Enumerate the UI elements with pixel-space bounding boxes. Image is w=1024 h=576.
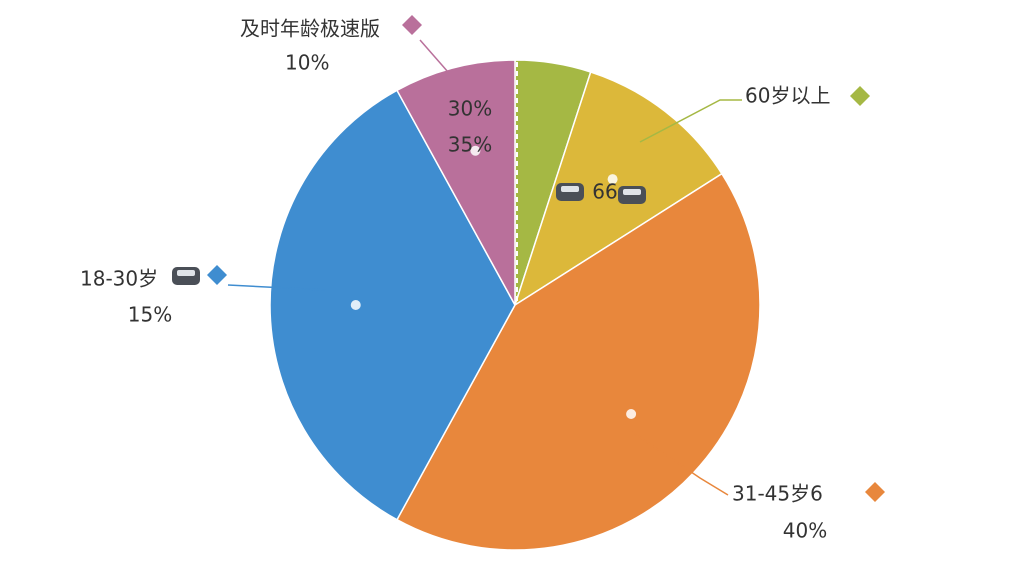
- category-label: 及时年龄极速版: [240, 17, 380, 41]
- category-label: 18-30岁: [80, 267, 158, 291]
- legend-diamond: [865, 482, 885, 502]
- leader-line: [419, 39, 456, 81]
- legend-diamond: [402, 15, 422, 35]
- annotation: 66: [592, 180, 617, 204]
- leader-line: [631, 431, 729, 496]
- slice-dot: [350, 300, 361, 310]
- slice-dot: [470, 145, 481, 156]
- legend-diamond: [207, 265, 227, 285]
- annotation: 10%: [285, 51, 329, 75]
- leader-line: [639, 99, 742, 143]
- legend-diamond: [850, 86, 870, 106]
- pie-slice: [513, 71, 723, 307]
- leader-line: [227, 284, 326, 291]
- car-window: [623, 189, 641, 195]
- car-window: [177, 270, 195, 276]
- labels: 60岁以上 31-45岁6 18-30岁 及时年龄极速版 10% 30% 35% 66 15% 4…: [80, 15, 885, 543]
- annotation: 40%: [783, 519, 827, 543]
- slice-dot: [626, 409, 637, 420]
- pie-slice: [269, 89, 516, 521]
- car-window: [561, 186, 579, 192]
- category-label: 31-45岁6: [732, 482, 823, 506]
- annotation: 15%: [128, 303, 172, 327]
- slice-dot: [607, 174, 618, 185]
- pie-slice: [395, 172, 761, 551]
- pie-slice: [395, 59, 516, 306]
- pie: [269, 59, 761, 551]
- category-label: 60岁以上: [745, 84, 830, 108]
- annotation: 35%: [448, 133, 492, 157]
- annotation: 30%: [448, 97, 492, 121]
